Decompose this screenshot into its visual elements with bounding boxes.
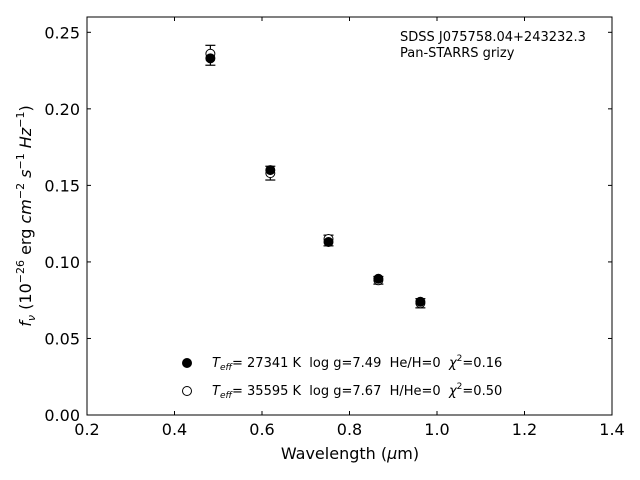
legend-entry-2: Teff= 35595 K log g=7.67 H/He=0 χ2=0.50 <box>212 382 502 401</box>
y-tick-label: 0.10 <box>44 253 80 272</box>
x-tick-label: 0.2 <box>74 420 99 439</box>
legend-marker-filled <box>182 358 192 368</box>
y-tick-label: 0.15 <box>44 176 80 195</box>
annotation-line-2: Pan-STARRS grizy <box>400 46 515 61</box>
y-tick-label: 0.25 <box>44 23 80 42</box>
x-tick-label: 0.4 <box>162 420 187 439</box>
model-filled-point <box>415 296 426 307</box>
y-axis-ticks: 0.00 0.05 0.10 0.15 0.20 0.25 <box>44 23 612 425</box>
model-filled-point <box>373 273 384 284</box>
legend-marker-open <box>182 386 192 396</box>
legend-entry-1: Teff= 27341 K log g=7.49 He/H=0 χ2=0.16 <box>212 354 502 373</box>
y-tick-label: 0.00 <box>44 406 80 425</box>
x-tick-label: 1.2 <box>512 420 537 439</box>
data-marks <box>205 44 426 309</box>
x-axis-label: Wavelength (μm) <box>281 444 419 463</box>
x-axis-ticks: 0.2 0.4 0.6 0.8 1.0 1.2 1.4 <box>74 17 625 439</box>
model-filled-point <box>323 237 334 248</box>
x-tick-label: 1.0 <box>424 420 449 439</box>
y-tick-label: 0.20 <box>44 100 80 119</box>
legend: Teff= 27341 K log g=7.49 He/H=0 χ2=0.16 … <box>182 354 502 401</box>
annotation-line-1: SDSS J075758.04+243232.3 <box>400 30 586 45</box>
model-filled-point <box>205 53 216 64</box>
y-tick-label: 0.05 <box>44 329 80 348</box>
x-tick-label: 1.4 <box>599 420 624 439</box>
y-axis-label: fν (10−26 erg cm−2 s−1 Hz−1) <box>14 105 38 326</box>
x-tick-label: 0.6 <box>249 420 274 439</box>
x-tick-label: 0.8 <box>337 420 362 439</box>
model-filled-point <box>265 165 276 176</box>
